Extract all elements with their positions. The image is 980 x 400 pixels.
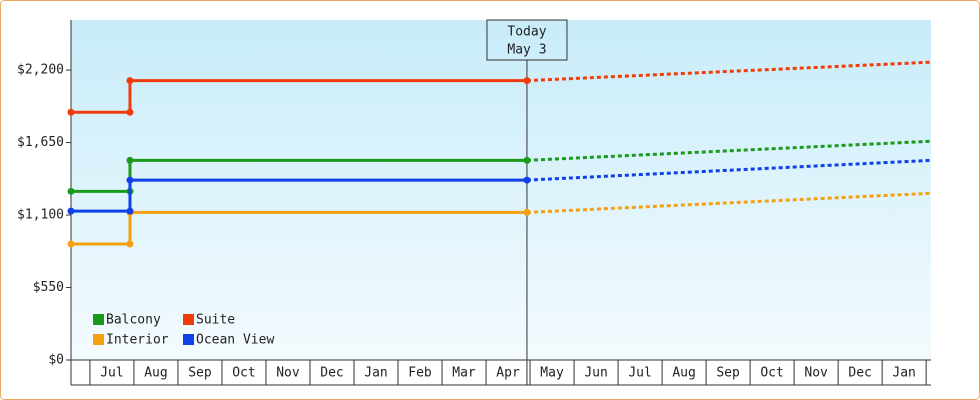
x-tick-label: May: [540, 366, 564, 381]
point: [126, 207, 134, 215]
x-tick-label: Jul: [100, 366, 123, 381]
series-line: [71, 158, 527, 193]
today-box: [486, 19, 568, 61]
x-tick-label: Aug: [672, 366, 695, 381]
projection-line: [526, 60, 932, 83]
point: [126, 176, 134, 184]
today-label: Today: [507, 25, 546, 40]
x-tick-label: Mar: [452, 366, 476, 381]
x-tick-label: Sep: [188, 366, 212, 381]
legend-swatch: [93, 314, 104, 325]
legend-swatch: [183, 314, 194, 325]
x-tick-label: Nov: [804, 366, 828, 381]
y-tick-label: $2,200: [17, 63, 64, 78]
point: [126, 77, 134, 85]
legend-label: Suite: [196, 313, 235, 328]
x-tick-label: Feb: [408, 366, 432, 381]
point: [523, 208, 531, 216]
point: [126, 156, 134, 164]
point: [67, 187, 75, 195]
x-tick-label: Jun: [584, 366, 607, 381]
x-tick-label: Jan: [892, 366, 915, 381]
point: [523, 77, 531, 85]
legend-swatch: [93, 334, 104, 345]
legend-swatch: [183, 334, 194, 345]
x-tick-label: Oct: [760, 366, 783, 381]
point: [126, 108, 134, 116]
x-tick-label: Dec: [320, 366, 343, 381]
plot-area: [71, 20, 931, 360]
legend-label: Balcony: [106, 313, 161, 328]
series-line: [71, 210, 527, 246]
y-tick-label: $1,100: [17, 208, 64, 223]
y-tick-label: $1,650: [17, 135, 64, 150]
point: [67, 240, 75, 248]
x-tick-label: Apr: [496, 366, 520, 381]
projection-line: [526, 158, 932, 182]
point: [523, 176, 531, 184]
legend-label: Interior: [106, 333, 169, 348]
y-tick-label: $550: [33, 280, 64, 295]
today-label: May 3: [507, 43, 546, 58]
x-tick-label: Nov: [276, 366, 300, 381]
legend-label: Ocean View: [196, 333, 274, 348]
y-tick-label: $0: [48, 353, 64, 368]
series-line: [71, 79, 527, 114]
x-tick-label: Jul: [628, 366, 651, 381]
x-tick-label: Dec: [848, 366, 871, 381]
point: [523, 156, 531, 164]
x-tick-label: Sep: [716, 366, 740, 381]
point: [126, 240, 134, 248]
point: [67, 108, 75, 116]
x-tick-label: Jan: [364, 366, 387, 381]
point: [67, 207, 75, 215]
series-line: [71, 178, 527, 213]
x-tick-label: Aug: [144, 366, 167, 381]
projection-line: [526, 139, 932, 162]
projection-line: [526, 191, 932, 214]
x-tick-label: Oct: [232, 366, 255, 381]
